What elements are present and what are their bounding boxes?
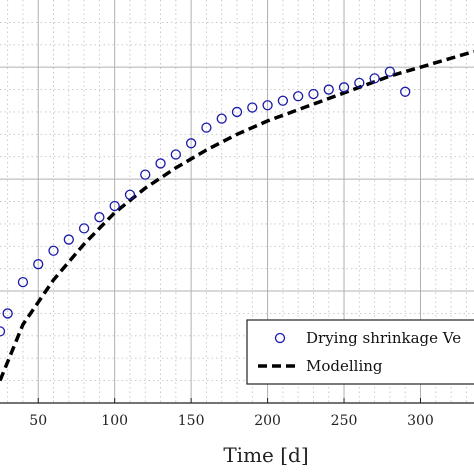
x-axis-ticks: 50 100 150 200 250 300 bbox=[29, 398, 434, 429]
data-point bbox=[17, 276, 29, 288]
x-axis-title: Time [d] bbox=[223, 443, 308, 467]
data-point bbox=[323, 84, 334, 95]
data-point bbox=[384, 66, 396, 77]
data-point bbox=[109, 200, 120, 212]
x-tick-label: 250 bbox=[331, 413, 358, 429]
data-point bbox=[277, 95, 289, 106]
data-point bbox=[293, 91, 304, 102]
data-point bbox=[308, 88, 319, 100]
legend-marker-drying-shrinkage bbox=[274, 332, 286, 344]
data-point bbox=[369, 73, 380, 84]
x-tick-label: 50 bbox=[29, 413, 47, 429]
data-point bbox=[155, 158, 166, 169]
data-point bbox=[140, 169, 151, 180]
data-point bbox=[48, 245, 59, 256]
modelling-line bbox=[0, 49, 474, 382]
x-tick-label: 150 bbox=[178, 413, 205, 429]
x-tick-label: 300 bbox=[407, 413, 434, 429]
data-point bbox=[262, 100, 273, 111]
series-layer bbox=[0, 49, 474, 382]
data-point bbox=[63, 234, 74, 245]
data-point bbox=[94, 212, 105, 223]
data-point bbox=[170, 149, 181, 160]
data-point bbox=[124, 189, 136, 200]
legend: Drying shrinkage Ve Modelling bbox=[246, 319, 474, 385]
x-tick-label: 100 bbox=[101, 413, 128, 429]
data-point bbox=[33, 259, 44, 270]
data-point bbox=[354, 77, 365, 88]
data-point bbox=[0, 326, 6, 337]
data-point bbox=[185, 138, 197, 149]
data-point bbox=[400, 86, 411, 97]
data-point bbox=[338, 82, 350, 93]
legend-label-modelling: Modelling bbox=[306, 357, 383, 375]
data-point bbox=[201, 122, 212, 133]
data-point bbox=[2, 308, 13, 319]
data-point bbox=[231, 106, 243, 118]
data-point bbox=[247, 102, 258, 113]
x-tick-label: 200 bbox=[254, 413, 281, 429]
legend-label-drying-shrinkage: Drying shrinkage Ve bbox=[306, 329, 461, 347]
data-point bbox=[216, 113, 227, 124]
legend-box bbox=[246, 319, 474, 385]
data-point bbox=[78, 223, 90, 234]
